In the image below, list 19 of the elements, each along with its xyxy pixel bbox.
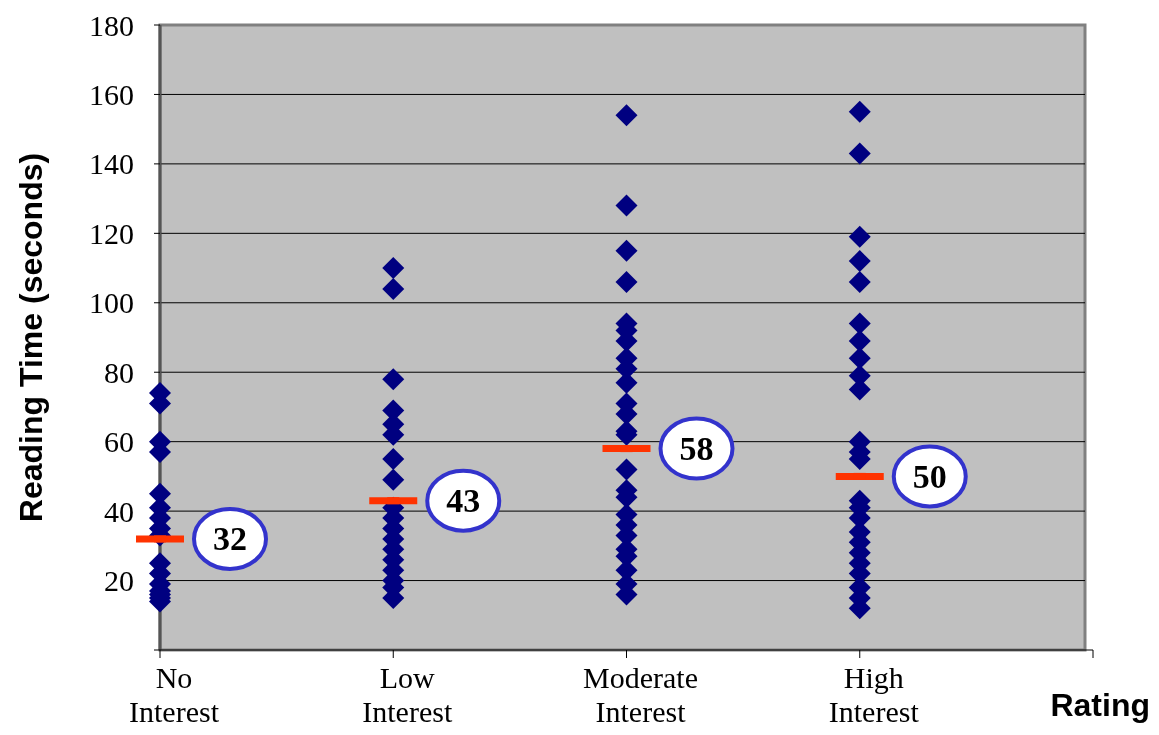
y-tick-label: 100 [89, 286, 134, 320]
x-tick-label: High Interest [828, 661, 920, 728]
y-tick-label: 80 [104, 355, 134, 389]
y-tick-label: 20 [104, 564, 134, 598]
y-tick-label: 60 [104, 425, 134, 459]
x-tick-label: Low Interest [362, 661, 453, 728]
x-tick-label: No Interest [129, 661, 220, 728]
x-tick-label: Moderate Interest [583, 661, 698, 728]
y-tick-label: 160 [89, 77, 134, 111]
y-axis-title: Reading Time (seconds) [13, 152, 49, 523]
y-tick-label: 120 [89, 216, 134, 250]
data-label: 50 [912, 457, 947, 495]
data-label: 43 [446, 482, 481, 520]
y-tick-label: 40 [104, 494, 134, 528]
data-label: 32 [213, 520, 247, 558]
data-label: 58 [679, 430, 714, 468]
x-axis-title: Rating [1050, 687, 1150, 723]
y-tick-label: 180 [89, 8, 134, 42]
y-tick-label: 140 [89, 147, 134, 181]
